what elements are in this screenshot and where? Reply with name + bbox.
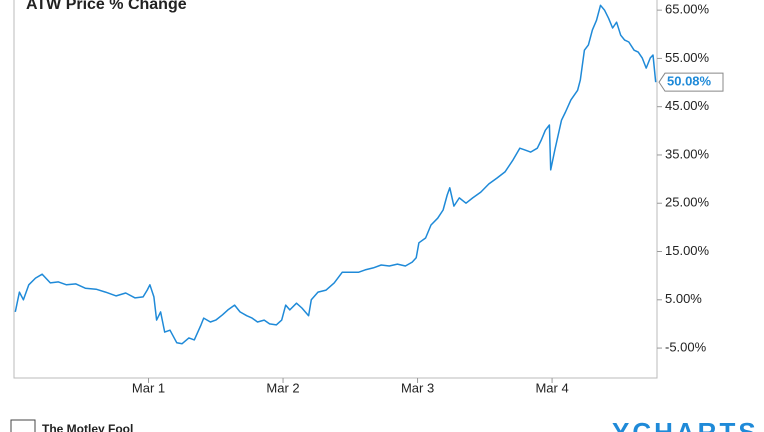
y-tick-label: 35.00% (665, 146, 710, 161)
end-label: 50.08% (667, 74, 712, 89)
end-label-box (658, 72, 724, 92)
x-tick-label: Mar 4 (535, 380, 568, 395)
y-tick-label: 25.00% (665, 195, 710, 210)
y-tick-label: 65.00% (665, 2, 710, 17)
y-tick-label: 15.00% (665, 243, 710, 258)
y-tick-label: -5.00% (665, 340, 707, 355)
y-tick-label: 55.00% (665, 50, 710, 65)
y-tick-label: 45.00% (665, 98, 710, 113)
x-tick-label: Mar 1 (132, 380, 165, 395)
price-line (14, 4, 657, 345)
x-tick-label: Mar 2 (266, 380, 299, 395)
plot-frame (13, 0, 658, 379)
chart-title: ATW Price % Change (26, 0, 187, 13)
y-tick-label: 5.00% (665, 291, 702, 306)
logo (10, 419, 36, 432)
source: YCHARTS (612, 417, 759, 432)
brand: The Motley Fool (42, 422, 133, 432)
x-tick-label: Mar 3 (401, 380, 434, 395)
title-box (16, 0, 238, 20)
